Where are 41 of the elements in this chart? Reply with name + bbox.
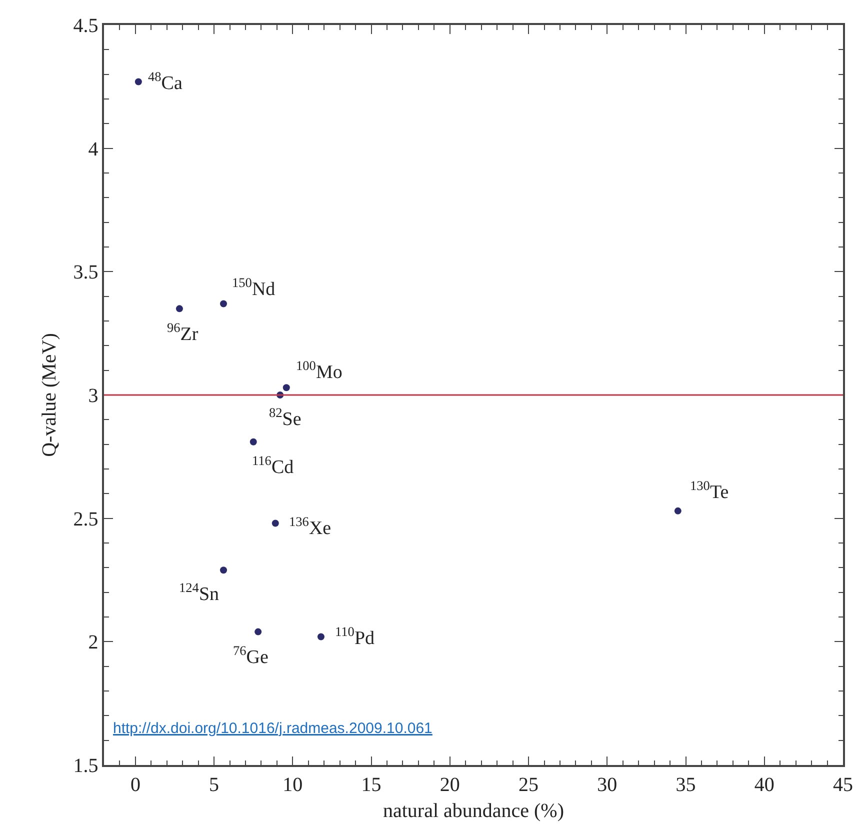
annotation: $^{96}$Zr [167, 320, 199, 345]
annotation: $^{124}$Sn [179, 580, 220, 605]
x-tick-label: 0 [130, 774, 140, 796]
y-tick-label: 4 [88, 138, 98, 160]
x-tick-label: 30 [597, 774, 618, 796]
point [254, 628, 262, 636]
annotation: http://dx.doi.org/10.1016/j.radmeas.2009.10.061 [113, 720, 432, 737]
x-tick-label: 35 [676, 774, 696, 796]
annotation: $^{100}$Mo [296, 358, 342, 383]
point [134, 78, 142, 86]
point [282, 384, 290, 392]
x-tick-label: 45 [833, 774, 853, 796]
annotation: $^{136}$Xe [289, 514, 332, 539]
annotation: $^{116}$Cd [252, 453, 294, 478]
annotation: $^{82}$Se [269, 405, 302, 430]
y-tick-label: 3.5 [73, 262, 98, 284]
x-tick-label: 5 [209, 774, 220, 796]
x-tick-label: 20 [440, 774, 460, 796]
point [272, 520, 279, 527]
point [220, 300, 227, 308]
x-tick-label: 40 [754, 774, 774, 796]
x-tick-label: 10 [282, 774, 303, 796]
point [220, 566, 227, 574]
point [674, 507, 682, 514]
point [176, 305, 183, 312]
y-tick-label: 2.5 [73, 508, 98, 530]
x-tick-label: 25 [518, 774, 539, 796]
x-axis-title: natural abundance (%) [382, 800, 564, 822]
y-tick-label: 2 [88, 632, 98, 654]
point [250, 438, 257, 446]
y-tick-label: 1.5 [73, 755, 98, 777]
annotation: $^{150}$Nd [232, 275, 276, 300]
y-tick-label: 4.5 [73, 15, 98, 37]
point [317, 633, 324, 640]
y-axis-title: Q-value (MeV) [38, 333, 60, 457]
annotation: $^{76}$Ge [233, 643, 268, 668]
annotation: $^{130}$Te [690, 478, 729, 503]
y-tick-label: 3 [88, 385, 98, 407]
annotation: $^{48}$Ca [148, 69, 183, 94]
x-tick-label: 15 [361, 774, 382, 796]
annotation: $^{110}$Pd [335, 624, 376, 649]
